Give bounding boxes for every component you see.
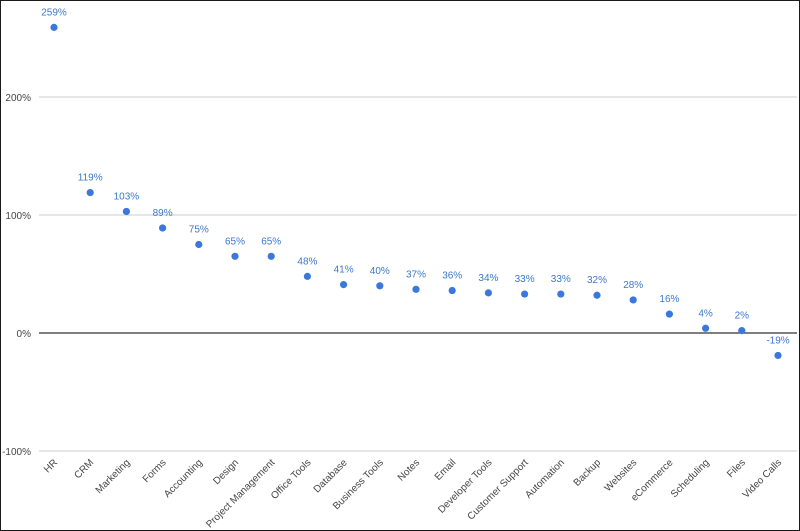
data-label: 32% <box>587 275 607 286</box>
data-point <box>484 289 492 297</box>
category-label: Video Calls <box>741 457 784 500</box>
data-point <box>774 351 782 360</box>
y-tick-label: 200% <box>5 93 31 104</box>
data-label: 119% <box>78 173 103 184</box>
data-label: 34% <box>478 273 498 284</box>
data-point <box>267 252 275 260</box>
data-label: 2% <box>735 311 750 322</box>
data-label: 48% <box>297 256 317 267</box>
data-labels: 259% 119% 103% 89% 75% 65% 65% 48% 41% 40% 37% 36% 3… <box>41 7 790 346</box>
gridlines <box>39 96 797 452</box>
data-label: 37% <box>406 269 426 280</box>
data-point <box>702 324 710 332</box>
data-label: 16% <box>659 294 679 305</box>
data-point <box>122 207 130 216</box>
category-label: Design <box>211 457 241 487</box>
data-point <box>412 285 420 293</box>
data-point <box>521 290 529 298</box>
category-label: Customer Support <box>466 457 531 522</box>
data-label: 75% <box>189 225 209 236</box>
data-label: 89% <box>153 208 173 219</box>
data-point <box>665 310 674 318</box>
data-label: 40% <box>370 266 390 277</box>
y-tick-label: -100% <box>2 447 31 458</box>
category-label: Forms <box>141 457 169 485</box>
data-label: 36% <box>442 271 462 282</box>
data-label: 103% <box>114 191 140 202</box>
data-point <box>593 291 601 299</box>
data-point <box>448 286 456 295</box>
category-label: Notes <box>396 457 422 483</box>
data-label: 65% <box>261 236 281 247</box>
category-label: Marketing <box>94 457 133 496</box>
data-points <box>50 23 782 360</box>
data-label: -19% <box>766 335 789 346</box>
data-label: 41% <box>334 265 354 276</box>
data-label: 33% <box>515 274 535 285</box>
data-label: 65% <box>225 236 245 247</box>
data-point <box>340 281 348 289</box>
category-label: Email <box>433 457 458 482</box>
data-label: 28% <box>623 280 643 291</box>
category-label: Files <box>725 457 748 480</box>
data-point <box>376 282 384 290</box>
y-tick-label: 100% <box>5 211 31 222</box>
data-point <box>195 240 203 249</box>
data-point <box>629 296 637 304</box>
category-label: Scheduling <box>669 457 712 500</box>
data-point <box>159 224 167 232</box>
data-point <box>86 188 94 197</box>
y-tick-label: 0% <box>17 329 32 340</box>
data-point <box>231 252 239 260</box>
data-label: 4% <box>698 308 713 319</box>
y-axis-tick-labels: -100% 0% 100% 200% <box>2 93 31 458</box>
category-label: Database <box>312 457 350 495</box>
category-label: Backup <box>572 457 604 489</box>
category-label: Automation <box>523 457 567 501</box>
data-label: 33% <box>551 274 571 285</box>
data-point <box>738 327 746 335</box>
category-label: Project Management <box>204 457 277 530</box>
data-point <box>50 23 58 31</box>
data-label: 259% <box>41 7 67 18</box>
category-label: HR <box>42 457 60 475</box>
data-point <box>303 272 311 280</box>
data-point <box>557 290 565 298</box>
category-label: CRM <box>72 457 96 481</box>
category-label: Accounting <box>162 457 205 500</box>
category-label: Websites <box>603 457 640 494</box>
